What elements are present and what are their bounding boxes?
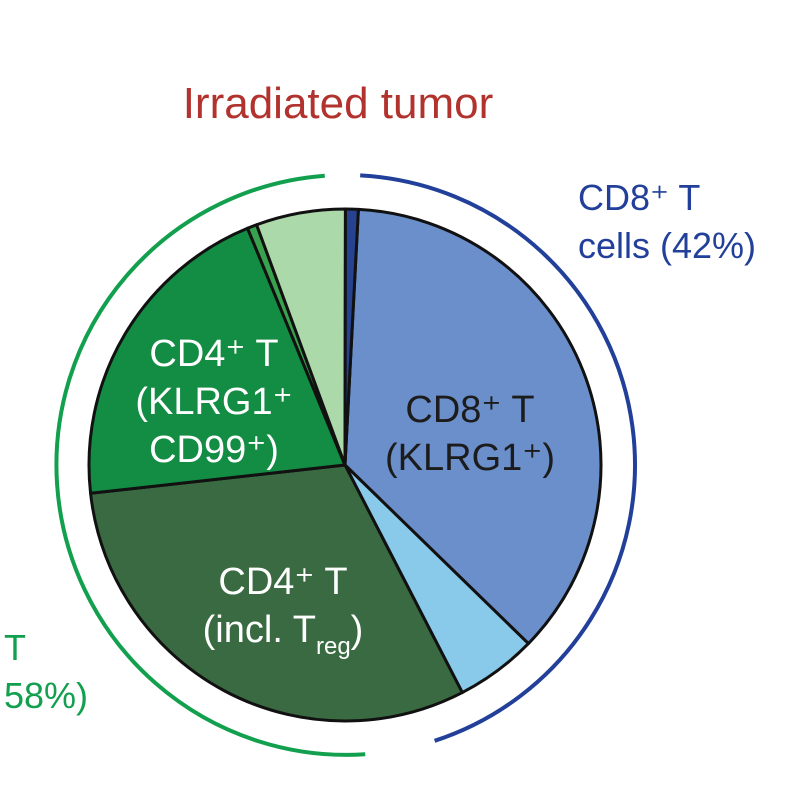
group-arcs xyxy=(54,173,637,757)
slice-label-1-line-1: CD8⁺ T xyxy=(405,389,534,431)
pie-slice-1 xyxy=(343,207,603,646)
slice-label-4-line-1: CD4⁺ T xyxy=(149,333,278,375)
chart-title: Irradiated tumor xyxy=(183,79,494,128)
slice-label-4-line-3: CD99⁺) xyxy=(149,429,279,471)
pie-slice-4 xyxy=(87,226,347,495)
group-label-cd8-line-2: cells (42%) xyxy=(578,225,756,266)
pie-slices xyxy=(87,207,603,723)
slice-label-3-line-1: CD4⁺ T xyxy=(218,561,347,603)
group-arc-cd8 xyxy=(360,173,637,743)
group-label-cd8-line-1: CD8⁺ T xyxy=(578,177,700,218)
group-label-cd4-line-1: T xyxy=(4,627,26,668)
group-labels: CD8⁺ T cells (42%) T 58%) xyxy=(4,177,756,716)
group-arc-cd4 xyxy=(54,173,366,757)
slice-label-4-line-2: (KLRG1⁺ xyxy=(135,381,292,423)
pie-slice-7 xyxy=(343,207,360,467)
slice-label-1-line-2: (KLRG1⁺) xyxy=(385,437,555,479)
pie-slice-3 xyxy=(89,463,464,723)
group-label-cd4-line-2: 58%) xyxy=(4,675,88,716)
